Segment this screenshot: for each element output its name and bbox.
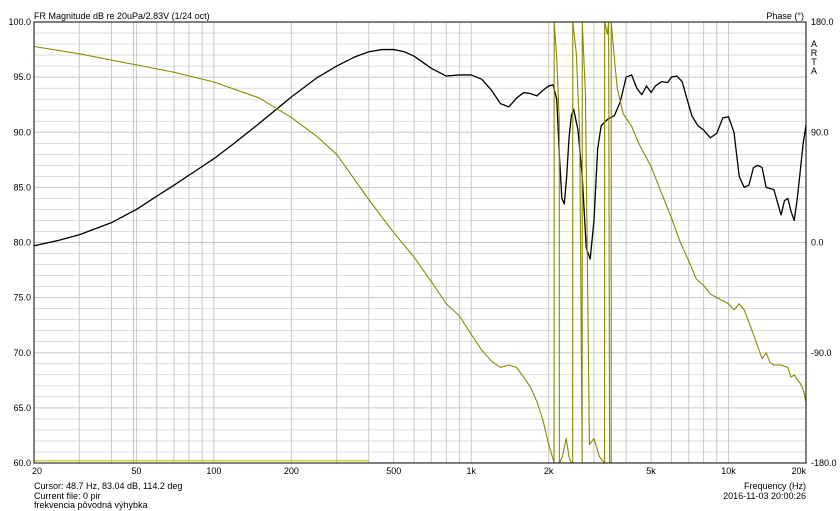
x-tick-label: 20k xyxy=(791,466,806,476)
arta-watermark: A R T A xyxy=(809,40,819,76)
marker-layer xyxy=(34,22,369,463)
phase-tick-label: 90.0 xyxy=(811,127,829,137)
series-layer xyxy=(33,21,807,464)
x-tick-label: 2k xyxy=(544,466,554,476)
phase-tick-label: 180.0 xyxy=(811,17,834,27)
phase-tick-label: 0.0 xyxy=(811,238,824,248)
phase-tick-label: -90.0 xyxy=(811,348,832,358)
y-tick-label: 80.0 xyxy=(13,238,31,248)
x-tick-label: 1k xyxy=(466,466,476,476)
x-axis-label: Frequency (Hz) xyxy=(743,481,806,491)
x-tick-label: 50 xyxy=(131,466,141,476)
arta-letter: R xyxy=(810,48,818,58)
y-tick-label: 100.0 xyxy=(8,17,31,27)
y-tick-label: 75.0 xyxy=(13,293,31,303)
y-tick-label: 95.0 xyxy=(13,72,31,82)
x-tick-label: 10k xyxy=(721,466,736,476)
x-tick-label: 500 xyxy=(386,466,401,476)
x-tick-label: 100 xyxy=(206,466,221,476)
x-tick-label: 5k xyxy=(646,466,656,476)
cursor-readout: Cursor: 48.7 Hz, 83.04 dB, 114.2 deg xyxy=(34,481,183,491)
magnitude-series-line xyxy=(33,48,807,260)
arta-letter: A xyxy=(810,39,817,49)
arta-letter: T xyxy=(811,57,817,67)
x-tick-label: 20 xyxy=(32,466,42,476)
grid-lines xyxy=(34,22,806,463)
y-tick-label: 65.0 xyxy=(13,403,31,413)
phase-axis-label: Phase (°) xyxy=(766,11,804,21)
y-tick-label: 90.0 xyxy=(13,127,31,137)
timestamp: 2016-11-03 20:00:26 xyxy=(723,491,806,501)
x-tick-label: 200 xyxy=(284,466,299,476)
current-file: Current file: 0 pir xyxy=(34,491,101,501)
plot-frame xyxy=(33,21,807,464)
file-description: frekvencia pôvodná výhybka xyxy=(34,500,148,510)
chart-title: FR Magnitude dB re 20uPa/2.83V (1/24 oct… xyxy=(34,11,210,21)
y-tick-label: 60.0 xyxy=(13,458,31,468)
phase-series-line xyxy=(33,21,807,464)
tick-labels: 20 50 100 200 500 1k 2k 5k 10k 20k 100.0 95.0 90.0 85… xyxy=(8,17,836,476)
phase-tick-label: -180.0 xyxy=(811,458,837,468)
y-tick-label: 70.0 xyxy=(13,348,31,358)
arta-letter: A xyxy=(810,66,817,76)
y-tick-label: 85.0 xyxy=(13,182,31,192)
